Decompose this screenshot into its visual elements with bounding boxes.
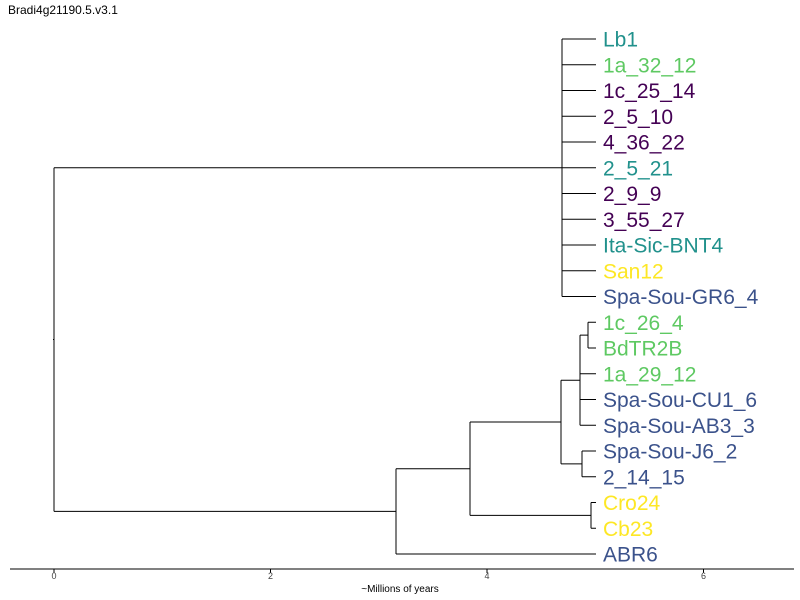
leaf-label: 1a_32_12 — [603, 54, 696, 77]
tree-title: Bradi4g21190.5.v3.1 — [8, 3, 118, 17]
axis-tick-label: 4 — [484, 571, 489, 581]
leaf-label: BdTR2B — [603, 338, 682, 361]
leaf-label: Cb23 — [603, 518, 653, 541]
axis-tick-label: 2 — [268, 571, 273, 581]
leaf-label: 3_55_27 — [603, 209, 685, 232]
leaf-label: Spa-Sou-GR6_4 — [603, 286, 759, 309]
leaf-label: ABR6 — [603, 544, 658, 567]
leaf-label: Lb1 — [603, 29, 638, 52]
axis-title: ~Millions of years — [361, 584, 439, 595]
axis-tick-label: 0 — [51, 571, 56, 581]
leaf-label: Spa-Sou-AB3_3 — [603, 415, 755, 438]
leaf-label: 1c_25_14 — [603, 80, 696, 103]
leaf-label: 2_14_15 — [603, 466, 685, 489]
leaf-label: 4_36_22 — [603, 132, 685, 155]
leaf-label: Spa-Sou-CU1_6 — [603, 389, 757, 412]
leaf-label: 2_9_9 — [603, 183, 661, 206]
leaf-label: 1c_26_4 — [603, 312, 684, 335]
axis-tick-label: 6 — [701, 571, 706, 581]
leaf-label: 2_5_21 — [603, 157, 673, 180]
leaf-label: Ita-Sic-BNT4 — [603, 235, 724, 258]
tree-branches — [53, 38, 596, 555]
leaf-label: 2_5_10 — [603, 106, 673, 129]
leaf-label: 1a_29_12 — [603, 363, 696, 386]
leaf-label: San12 — [603, 260, 664, 283]
leaf-label: Cro24 — [603, 492, 661, 515]
leaf-label: Spa-Sou-J6_2 — [603, 441, 737, 464]
time-axis: 0 2 4 6 ~Millions of years — [10, 568, 794, 595]
